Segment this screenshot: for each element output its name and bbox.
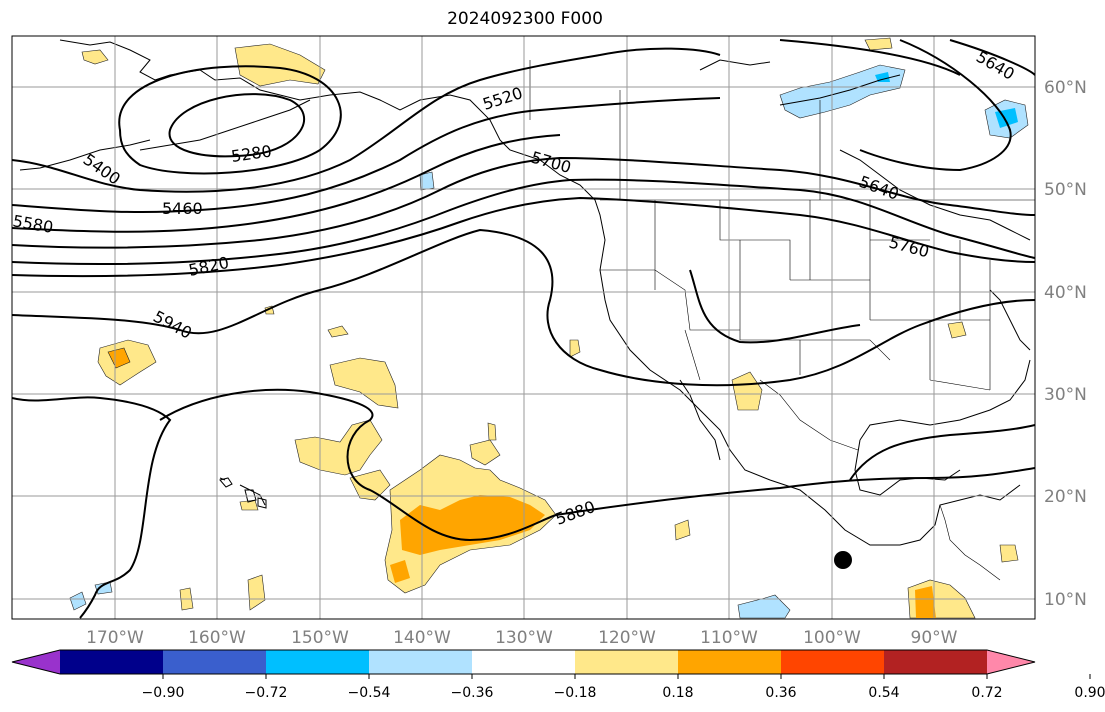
lon-label: 90°W — [911, 628, 958, 648]
lat-label: 40°N — [1044, 283, 1087, 303]
colorbar-tick-label: 0.36 — [765, 685, 796, 701]
colorbar-segment — [472, 650, 576, 674]
islands — [219, 477, 267, 509]
lon-label: 150°W — [291, 628, 349, 648]
colorbar-segment — [884, 650, 988, 674]
colorbar-tick-label: −0.18 — [554, 685, 597, 701]
lon-label: 170°W — [86, 628, 144, 648]
colorbar-tick-label: 0.90 — [1074, 685, 1105, 701]
storm-dot — [834, 551, 852, 569]
colorbar-tick-label: −0.72 — [245, 685, 288, 701]
colorbar-tick-label: −0.90 — [142, 685, 185, 701]
colorbar-extend-low — [12, 650, 60, 674]
lon-label: 160°W — [188, 628, 246, 648]
colorbar-tick-label: −0.54 — [348, 685, 391, 701]
colorbar-segment — [266, 650, 370, 674]
shaded-field — [81, 37, 1019, 619]
lat-label: 50°N — [1044, 180, 1087, 200]
state-borders — [529, 60, 1035, 581]
colorbar-tick-label: 0.72 — [971, 685, 1002, 701]
lat-label: 60°N — [1044, 78, 1087, 98]
lat-label: 30°N — [1044, 385, 1087, 405]
lon-label: 120°W — [598, 628, 656, 648]
longitude-labels: 170°W 160°W 150°W 140°W 130°W 120°W 110°… — [86, 628, 958, 648]
colorbar-tick-label: 0.18 — [662, 685, 693, 701]
lon-label: 100°W — [803, 628, 861, 648]
latitude-labels: 60°N 50°N 40°N 30°N 20°N 10°N — [1044, 78, 1087, 610]
lon-label: 110°W — [700, 628, 758, 648]
contour-label: 5460 — [162, 199, 203, 218]
map-title: 2024092300 F000 — [447, 9, 603, 29]
height-contours — [12, 39, 1035, 619]
colorbar-ticks: −0.90 −0.72 −0.54 −0.36 −0.18 0.18 0.36 0.54 0.7… — [142, 674, 1105, 701]
colorbar — [11, 649, 1036, 675]
colorbar-segment — [60, 650, 164, 674]
colorbar-tick-label: −0.36 — [451, 685, 494, 701]
lon-label: 140°W — [393, 628, 451, 648]
colorbar-tick-label: 0.54 — [868, 685, 899, 701]
colorbar-segment — [163, 650, 267, 674]
lon-label: 130°W — [495, 628, 553, 648]
map-frame — [11, 35, 1036, 620]
colorbar-outline — [11, 649, 1036, 675]
colorbar-segment — [575, 650, 679, 674]
lat-label: 20°N — [1044, 487, 1087, 507]
colorbar-extend-high — [987, 650, 1035, 674]
colorbar-segment — [678, 650, 782, 674]
lat-label: 10°N — [1044, 590, 1087, 610]
colorbar-segment — [781, 650, 885, 674]
graticule — [12, 36, 1035, 619]
colorbar-segment — [369, 650, 473, 674]
